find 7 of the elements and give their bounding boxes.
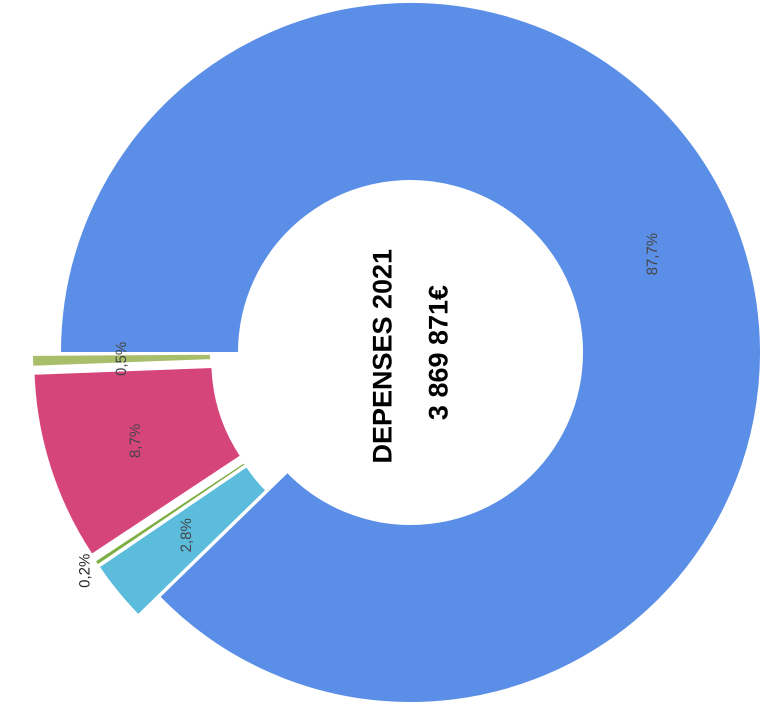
text: DEPENSES 2021 (368, 248, 398, 464)
data-label: 8,7% (126, 424, 144, 458)
data-label: 2,8% (178, 518, 196, 552)
data-label: 87,7% (644, 232, 661, 276)
data-label: 0,5% (113, 342, 130, 376)
data-label: 0,2% (76, 554, 94, 588)
text: 3 869 871€ (424, 284, 454, 420)
